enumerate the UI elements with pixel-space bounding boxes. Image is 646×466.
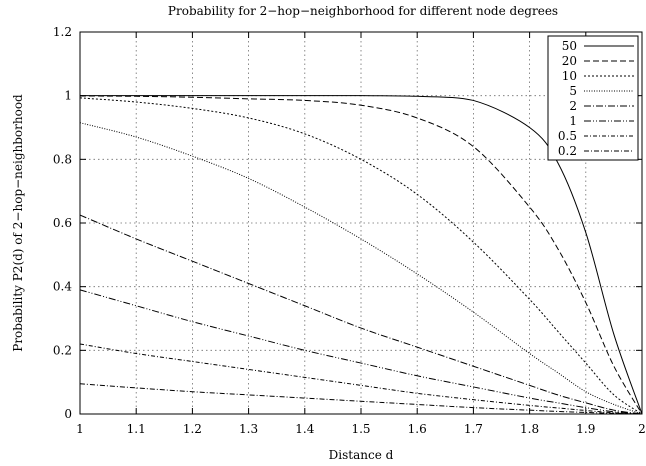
- y-axis-label: Probability P2(d) of 2−hop−neighborhood: [11, 94, 25, 352]
- y-tick-label: 0.8: [53, 152, 72, 166]
- x-tick-label: 1.5: [351, 422, 370, 436]
- x-tick-label: 1.8: [520, 422, 539, 436]
- x-tick-label: 2: [638, 422, 646, 436]
- y-tick-label: 1.2: [53, 25, 72, 39]
- x-tick-label: 1.2: [183, 422, 202, 436]
- legend-label: 50: [562, 39, 577, 53]
- series-line-2: [79, 214, 643, 415]
- series-line-10: [79, 97, 643, 415]
- y-tick-label: 0: [64, 407, 72, 421]
- series-line-20: [79, 95, 643, 415]
- y-tick-label: 0.4: [53, 280, 72, 294]
- x-tick-label: 1.3: [239, 422, 258, 436]
- x-tick-label: 1.4: [295, 422, 314, 436]
- x-tick-label: 1.6: [408, 422, 427, 436]
- y-tick-label: 0.6: [53, 216, 72, 230]
- series-line-0.2: [79, 383, 643, 415]
- legend-label: 1: [569, 114, 577, 128]
- legend-label: 20: [562, 54, 577, 68]
- y-tick-label: 0.2: [53, 343, 72, 357]
- legend-label: 5: [569, 84, 577, 98]
- series-line-50: [80, 95, 643, 415]
- x-tick-label: 1.1: [127, 422, 146, 436]
- legend-label: 2: [569, 99, 577, 113]
- legend-label: 0.5: [558, 129, 577, 143]
- legend-box: [547, 35, 639, 161]
- x-axis-label: Distance d: [329, 448, 394, 462]
- x-tick-label: 1.9: [576, 422, 595, 436]
- y-tick-label: 1: [64, 89, 72, 103]
- legend-label: 0.2: [558, 144, 577, 158]
- chart-title: Probability for 2−hop−neighborhood for d…: [168, 4, 558, 18]
- x-tick-label: 1: [76, 422, 84, 436]
- legend-label: 10: [562, 69, 577, 83]
- x-tick-label: 1.7: [464, 422, 483, 436]
- ticks: 1 1.1 1.2 1.3 1.4 1.5 1.6 1.7 1.8 1.9 200.20.40.60…: [53, 25, 646, 436]
- series-line-1: [79, 289, 643, 415]
